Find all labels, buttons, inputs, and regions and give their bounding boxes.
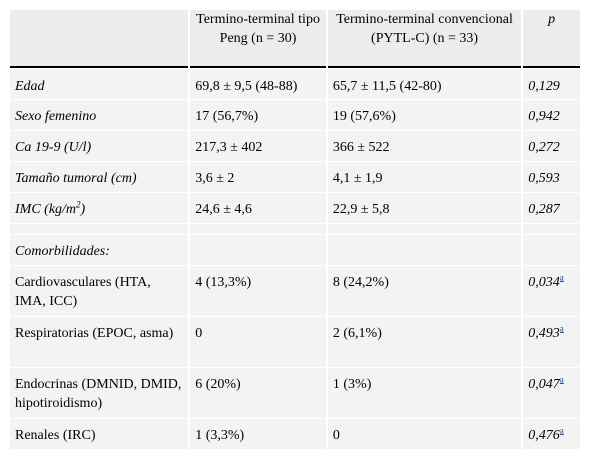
header-row: Termino-terminal tipo Peng (n = 30) Term…	[10, 10, 580, 68]
row-label: Tamaño tumoral (cm)	[10, 161, 189, 192]
header-peng: Termino-terminal tipo Peng (n = 30)	[190, 10, 326, 68]
row-label: Edad	[10, 68, 189, 99]
footnote-link[interactable]: a	[559, 323, 564, 334]
cell-conventional: 366 ± 522	[327, 130, 522, 161]
imc-label-close: )	[80, 202, 86, 217]
imc-label-text: IMC (kg/m	[15, 202, 77, 217]
p-value: 0,476	[528, 428, 560, 443]
row-label: Cardiovasculares (HTA, IMA, ICC)	[10, 265, 189, 316]
table-row: Cardiovasculares (HTA, IMA, ICC) 4 (13,3…	[10, 265, 580, 316]
cell-p: 0,272	[523, 130, 580, 161]
data-table-container: Termino-terminal tipo Peng (n = 30) Term…	[10, 10, 580, 449]
table-row: Endocrinas (DMNID, DMID, hipotiroidismo)…	[10, 367, 580, 418]
row-label: Ca 19-9 (U/l)	[10, 130, 189, 161]
cell-p: 0,047a	[523, 367, 580, 418]
cell-conventional: 2 (6,1%)	[327, 316, 522, 367]
row-label: Renales (IRC)	[10, 418, 189, 449]
cell-peng: 69,8 ± 9,5 (48-88)	[190, 68, 326, 99]
comorbidities-title: Comorbilidades:	[10, 234, 189, 265]
table-row: Sexo femenino 17 (56,7%) 19 (57,6%) 0,94…	[10, 99, 580, 130]
cell-peng: 24,6 ± 4,6	[190, 192, 326, 223]
cell-p: 0,476a	[523, 418, 580, 449]
cell-conventional: 65,7 ± 11,5 (42-80)	[327, 68, 522, 99]
header-blank	[10, 10, 189, 68]
cell-p: 0,034a	[523, 265, 580, 316]
cell-conventional: 4,1 ± 1,9	[327, 161, 522, 192]
footnote-link[interactable]: a	[559, 272, 564, 283]
cell-conventional: 1 (3%)	[327, 367, 522, 418]
p-value: 0,493	[528, 326, 560, 341]
cell-peng: 6 (20%)	[190, 367, 326, 418]
table-row: Ca 19-9 (U/l) 217,3 ± 402 366 ± 522 0,27…	[10, 130, 580, 161]
row-label: Sexo femenino	[10, 99, 189, 130]
cell-p: 0,129	[523, 68, 580, 99]
cell-peng: 4 (13,3%)	[190, 265, 326, 316]
table-row: Edad 69,8 ± 9,5 (48-88) 65,7 ± 11,5 (42-…	[10, 68, 580, 99]
table-row: Tamaño tumoral (cm) 3,6 ± 2 4,1 ± 1,9 0,…	[10, 161, 580, 192]
cell-peng: 17 (56,7%)	[190, 99, 326, 130]
p-value: 0,034	[528, 275, 560, 290]
footnote-link[interactable]: a	[559, 425, 564, 436]
p-value: 0,047	[528, 377, 560, 392]
row-label: Endocrinas (DMNID, DMID, hipotiroidismo)	[10, 367, 189, 418]
table-row: Renales (IRC) 1 (3,3%) 0 0,476a	[10, 418, 580, 449]
cell-conventional: 0	[327, 418, 522, 449]
table-row: Respiratorias (EPOC, asma) 0 2 (6,1%) 0,…	[10, 316, 580, 367]
comparison-table: Termino-terminal tipo Peng (n = 30) Term…	[8, 10, 582, 449]
header-conventional: Termino-terminal convencional (PYTL-C) (…	[327, 10, 522, 68]
cell-p: 0,593	[523, 161, 580, 192]
cell-p: 0,287	[523, 192, 580, 223]
cell-conventional: 19 (57,6%)	[327, 99, 522, 130]
cell-peng: 0	[190, 316, 326, 367]
cell-conventional: 22,9 ± 5,8	[327, 192, 522, 223]
imc-label-exponent: 2	[76, 199, 81, 210]
cell-peng: 3,6 ± 2	[190, 161, 326, 192]
table-row: Comorbilidades:	[10, 234, 580, 265]
cell-peng: 1 (3,3%)	[190, 418, 326, 449]
table-row: IMC (kg/m2) 24,6 ± 4,6 22,9 ± 5,8 0,287	[10, 192, 580, 223]
spacer-row	[10, 223, 580, 234]
header-p: p	[523, 10, 580, 68]
footnote-link[interactable]: a	[559, 374, 564, 385]
row-label: Respiratorias (EPOC, asma)	[10, 316, 189, 367]
row-label-imc: IMC (kg/m2)	[10, 192, 189, 223]
cell-p: 0,942	[523, 99, 580, 130]
cell-peng: 217,3 ± 402	[190, 130, 326, 161]
cell-conventional: 8 (24,2%)	[327, 265, 522, 316]
cell-p: 0,493a	[523, 316, 580, 367]
